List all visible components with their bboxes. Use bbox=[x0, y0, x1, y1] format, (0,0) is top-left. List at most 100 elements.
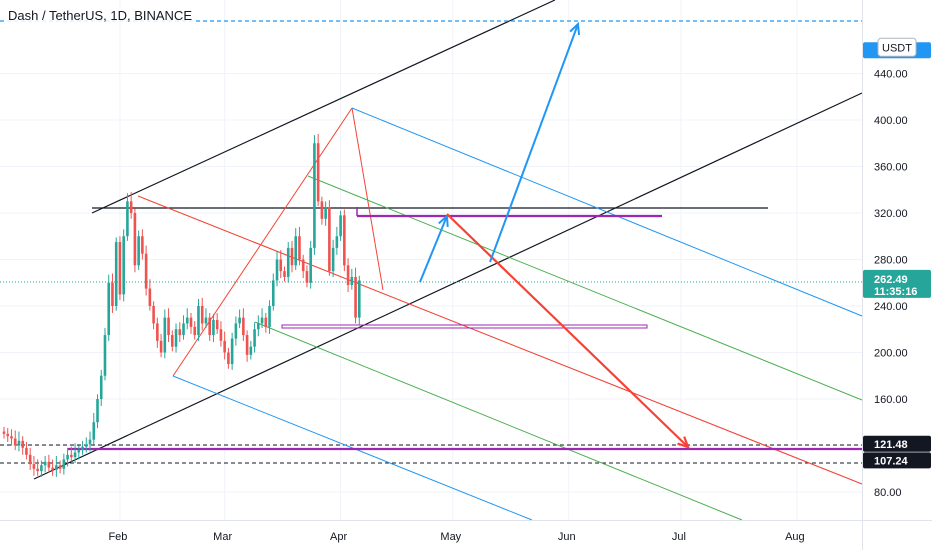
candle-body bbox=[167, 317, 170, 336]
arrow-down-target[interactable] bbox=[446, 213, 690, 449]
candle-body bbox=[17, 440, 21, 446]
candle-body bbox=[13, 438, 17, 446]
pitchfork-upper-inner[interactable] bbox=[307, 175, 863, 401]
candle bbox=[309, 240, 312, 289]
candle bbox=[354, 267, 357, 324]
candle bbox=[13, 430, 17, 451]
pitchfork-lower-inner[interactable] bbox=[254, 321, 743, 521]
candle bbox=[107, 274, 111, 341]
level-badge[interactable]: 121.48 bbox=[863, 435, 931, 452]
candle bbox=[230, 332, 234, 370]
candle bbox=[144, 245, 148, 296]
candle-body bbox=[346, 265, 350, 286]
candle bbox=[167, 308, 170, 343]
candle-body bbox=[204, 317, 208, 324]
candle bbox=[193, 321, 197, 340]
candle bbox=[88, 431, 92, 452]
level-badge-bg bbox=[863, 452, 931, 469]
candle bbox=[96, 394, 99, 429]
candle-body bbox=[99, 375, 103, 399]
candle-body bbox=[66, 454, 69, 460]
candle bbox=[335, 226, 339, 255]
candle-body bbox=[126, 201, 129, 237]
arrow-up-short-head[interactable] bbox=[438, 213, 449, 228]
candle-body bbox=[294, 236, 298, 266]
candle-body bbox=[47, 461, 51, 468]
candle-body bbox=[32, 464, 36, 469]
time-tick-label: Aug bbox=[785, 531, 805, 543]
candle-body bbox=[212, 319, 215, 336]
arrow-down-target-shaft[interactable] bbox=[446, 213, 689, 448]
candle bbox=[174, 323, 178, 353]
last-price-badge-bg bbox=[863, 269, 931, 298]
arrow-up-short[interactable] bbox=[419, 213, 449, 283]
candle-body bbox=[197, 306, 200, 336]
candle-body bbox=[324, 207, 327, 219]
candle-body bbox=[339, 215, 342, 237]
currency-button[interactable]: USDT bbox=[877, 37, 917, 57]
candle-body bbox=[358, 280, 361, 318]
candle bbox=[92, 412, 96, 445]
candle bbox=[137, 230, 140, 270]
time-tick-label: Jun bbox=[558, 531, 576, 543]
price-tick-label: 400.00 bbox=[874, 115, 908, 127]
candle-body bbox=[271, 280, 275, 306]
candle-body bbox=[174, 329, 178, 347]
candle bbox=[260, 308, 264, 329]
candle bbox=[305, 265, 309, 288]
candle-body bbox=[309, 247, 312, 283]
candle-body bbox=[137, 236, 140, 266]
support-zone[interactable] bbox=[281, 324, 648, 329]
candle bbox=[223, 331, 226, 360]
channel-upper-line[interactable] bbox=[91, 0, 556, 214]
candle bbox=[238, 309, 241, 329]
time-tick-label: Apr bbox=[330, 531, 347, 543]
chart-grid bbox=[0, 0, 862, 520]
candle-body bbox=[84, 444, 88, 447]
candle bbox=[316, 133, 320, 207]
candle-body bbox=[215, 319, 219, 330]
candle-body bbox=[320, 201, 324, 219]
currency-button-bg[interactable] bbox=[877, 37, 917, 57]
candle-body bbox=[283, 271, 286, 277]
pitchfork-handle-b[interactable] bbox=[351, 107, 384, 291]
candle-body bbox=[156, 323, 159, 341]
level-badge[interactable]: 107.24 bbox=[863, 452, 931, 469]
time-tick-label: Mar bbox=[213, 531, 232, 543]
chart-annotations[interactable] bbox=[419, 21, 690, 449]
candle bbox=[21, 436, 24, 455]
pitchfork-median-line[interactable] bbox=[137, 195, 863, 485]
candle-body bbox=[279, 259, 283, 272]
candle bbox=[301, 254, 305, 279]
candle-body bbox=[43, 461, 47, 466]
candle-body bbox=[193, 326, 197, 336]
candle bbox=[114, 237, 118, 311]
arrow-up-target-shaft[interactable] bbox=[489, 23, 579, 263]
candle bbox=[58, 460, 62, 474]
candle bbox=[268, 300, 271, 334]
candle-body bbox=[133, 213, 137, 266]
pitchfork-handle-a[interactable] bbox=[172, 107, 353, 377]
candle-body bbox=[114, 242, 118, 306]
arrow-up-target-head[interactable] bbox=[569, 21, 581, 36]
candle bbox=[253, 322, 256, 353]
candle-body bbox=[55, 465, 58, 470]
arrow-up-short-shaft[interactable] bbox=[419, 215, 448, 283]
candle bbox=[103, 328, 107, 381]
channel-lower-line[interactable] bbox=[33, 92, 863, 480]
candle-body bbox=[107, 282, 111, 336]
candle bbox=[126, 193, 129, 241]
time-tick-label: Jul bbox=[672, 531, 686, 543]
pitchfork-upper-outer[interactable] bbox=[351, 107, 863, 317]
currency-button-label[interactable]: USDT bbox=[882, 42, 912, 54]
arrow-down-target-head[interactable] bbox=[677, 436, 690, 449]
candle-body bbox=[70, 454, 73, 458]
candle-body bbox=[28, 454, 32, 465]
candle bbox=[339, 210, 342, 241]
chart-drawings[interactable] bbox=[0, 0, 863, 521]
arrow-up-target[interactable] bbox=[489, 21, 581, 263]
candle bbox=[28, 447, 32, 470]
